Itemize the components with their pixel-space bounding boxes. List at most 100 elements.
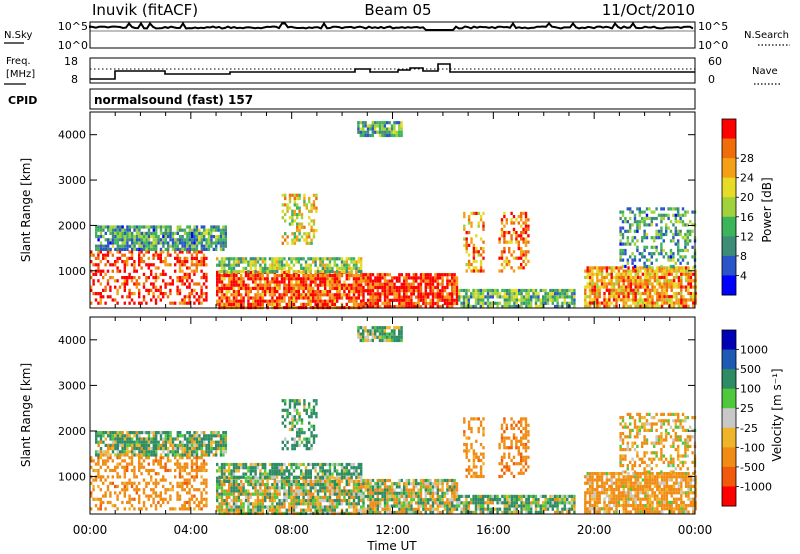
echo-cell bbox=[662, 216, 665, 221]
echo-cell bbox=[219, 228, 223, 232]
echo-cell bbox=[312, 206, 316, 210]
echo-cell bbox=[328, 286, 332, 290]
echo-cell bbox=[620, 279, 623, 283]
echo-cell bbox=[220, 469, 224, 473]
echo-cell bbox=[383, 289, 387, 293]
echo-cell bbox=[455, 289, 459, 293]
echo-cell bbox=[304, 296, 308, 300]
echo-cell bbox=[298, 206, 301, 210]
echo-cell bbox=[398, 130, 401, 134]
echo-cell bbox=[527, 301, 530, 305]
echo-cell bbox=[159, 456, 162, 460]
echo-cell bbox=[314, 274, 317, 278]
echo-cell bbox=[453, 289, 456, 293]
echo-cell bbox=[453, 301, 456, 306]
echo-cell bbox=[143, 453, 146, 457]
echo-cell bbox=[467, 301, 470, 305]
echo-cell bbox=[655, 232, 658, 237]
echo-cell bbox=[326, 475, 329, 479]
echo-cell bbox=[328, 489, 332, 493]
echo-cell bbox=[619, 239, 622, 243]
echo-cell bbox=[352, 299, 356, 303]
echo-cell bbox=[422, 279, 425, 283]
echo-cell bbox=[679, 229, 682, 233]
echo-cell bbox=[273, 475, 276, 479]
echo-cell bbox=[285, 277, 288, 281]
echo-cell bbox=[147, 256, 150, 260]
echo-cell bbox=[296, 212, 299, 217]
echo-cell bbox=[631, 210, 634, 214]
echo-cell bbox=[223, 475, 226, 479]
echo-cell bbox=[298, 232, 301, 236]
echo-cell bbox=[131, 244, 134, 248]
echo-cell bbox=[114, 260, 117, 264]
echo-cell bbox=[107, 431, 110, 435]
echo-cell bbox=[622, 304, 625, 308]
echo-cell bbox=[524, 256, 528, 260]
echo-cell bbox=[252, 277, 255, 281]
echo-cell bbox=[218, 277, 221, 281]
echo-cell bbox=[326, 266, 329, 270]
echo-cell bbox=[261, 489, 264, 493]
echo-cell bbox=[300, 222, 304, 226]
echo-cell bbox=[374, 121, 377, 125]
echo-cell bbox=[441, 282, 444, 286]
echo-cell bbox=[126, 450, 129, 454]
echo-cell bbox=[222, 447, 225, 451]
echo-cell bbox=[310, 241, 313, 245]
echo-cell bbox=[641, 272, 645, 276]
echo-cell bbox=[636, 291, 640, 296]
echo-cell bbox=[166, 253, 170, 257]
echo-cell bbox=[620, 298, 623, 302]
echo-cell bbox=[546, 295, 550, 299]
echo-cell bbox=[273, 499, 276, 503]
echo-cell bbox=[303, 225, 306, 229]
echo-cell bbox=[291, 212, 294, 217]
echo-cell bbox=[352, 479, 356, 483]
echo-cell bbox=[223, 466, 226, 470]
echo-cell bbox=[292, 483, 296, 487]
echo-cell bbox=[123, 484, 126, 489]
echo-cell bbox=[254, 462, 257, 467]
echo-cell bbox=[111, 235, 115, 239]
echo-cell bbox=[99, 247, 103, 251]
echo-cell bbox=[220, 466, 224, 470]
echo-cell bbox=[312, 222, 316, 226]
echo-cell bbox=[668, 295, 671, 299]
echo-cell bbox=[419, 276, 423, 280]
echo-cell bbox=[386, 130, 389, 134]
echo-cell bbox=[150, 488, 153, 492]
echo-cell bbox=[278, 505, 281, 509]
echo-cell bbox=[429, 276, 432, 280]
echo-cell bbox=[670, 285, 673, 289]
echo-cell bbox=[660, 242, 663, 246]
echo-cell bbox=[218, 270, 221, 274]
echo-cell bbox=[111, 225, 115, 229]
echo-cell bbox=[249, 257, 252, 261]
echo-cell bbox=[364, 133, 367, 138]
echo-cell bbox=[128, 235, 131, 239]
echo-cell bbox=[176, 459, 179, 463]
echo-cell bbox=[126, 431, 129, 435]
echo-cell bbox=[596, 279, 599, 283]
echo-cell bbox=[152, 491, 155, 495]
echo-cell bbox=[319, 270, 322, 274]
echo-cell bbox=[147, 228, 151, 232]
echo-cell bbox=[169, 488, 172, 492]
echo-cell bbox=[324, 486, 327, 490]
echo-cell bbox=[186, 285, 189, 289]
echo-cell bbox=[99, 437, 103, 441]
echo-cell bbox=[191, 437, 194, 441]
echo-cell bbox=[648, 301, 652, 305]
echo-cell bbox=[106, 475, 110, 479]
echo-cell bbox=[641, 252, 644, 256]
echo-cell bbox=[429, 298, 432, 302]
echo-cell bbox=[340, 462, 344, 467]
echo-cell bbox=[237, 280, 240, 284]
echo-cell bbox=[321, 266, 324, 270]
echo-cell bbox=[176, 260, 179, 264]
echo-cell bbox=[427, 285, 430, 290]
echo-cell bbox=[634, 275, 637, 280]
echo-cell bbox=[417, 285, 420, 290]
echo-cell bbox=[352, 505, 356, 509]
